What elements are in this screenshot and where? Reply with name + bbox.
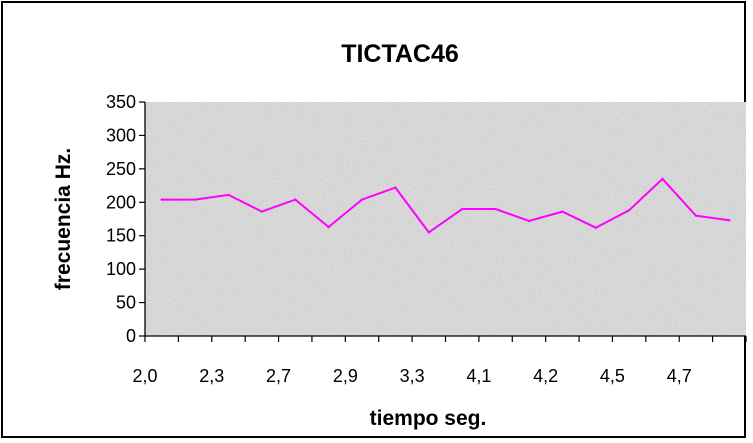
y-tick-label: 150 (106, 226, 136, 246)
y-tick-label: 0 (126, 326, 136, 346)
x-tick-label: 2,7 (266, 366, 291, 386)
x-tick-label: 4,5 (600, 366, 625, 386)
data-point (494, 207, 497, 211)
x-tick-label: 2,0 (132, 366, 157, 386)
data-point (160, 198, 163, 201)
data-point (193, 198, 197, 201)
x-tick-label: 3,3 (400, 366, 425, 386)
data-point (260, 210, 264, 213)
data-point (694, 214, 698, 217)
chart-title: TICTAC46 (341, 40, 459, 68)
data-point (728, 219, 731, 222)
x-tick-label: 4,2 (533, 366, 558, 386)
y-tick-label: 100 (106, 259, 136, 279)
data-point (327, 225, 330, 229)
data-point (394, 186, 397, 189)
plot-area-texture (145, 102, 746, 336)
y-tick-label: 250 (106, 159, 136, 179)
data-point (527, 219, 531, 223)
x-tick-label: 2,3 (199, 366, 224, 386)
data-point (561, 210, 564, 213)
data-point (661, 177, 664, 181)
data-point (427, 231, 431, 234)
x-tick-label: 4,7 (667, 366, 692, 386)
series-line (161, 177, 730, 234)
y-axis-label: frecuencia Hz. (52, 148, 75, 290)
y-tick-label: 200 (106, 192, 136, 212)
x-axis-ticks: 2,0 2,3 2,7 2,9 3,3 4,1 4,2 4,5 4,7 (132, 336, 747, 386)
data-point (594, 226, 597, 229)
x-tick-label: 4,1 (466, 366, 491, 386)
data-point (294, 198, 297, 201)
x-axis-label: tiempo seg. (370, 407, 487, 430)
data-point (627, 209, 631, 212)
y-tick-label: 350 (106, 92, 136, 112)
data-point (460, 207, 464, 211)
y-tick-label: 50 (116, 293, 136, 313)
data-point (227, 193, 230, 197)
x-tick-label: 2,9 (333, 366, 358, 386)
data-series (160, 177, 731, 234)
y-tick-label: 300 (106, 125, 136, 145)
y-axis-ticks: 0 50 100 150 200 250 300 350 (106, 92, 145, 346)
data-point (360, 198, 364, 201)
